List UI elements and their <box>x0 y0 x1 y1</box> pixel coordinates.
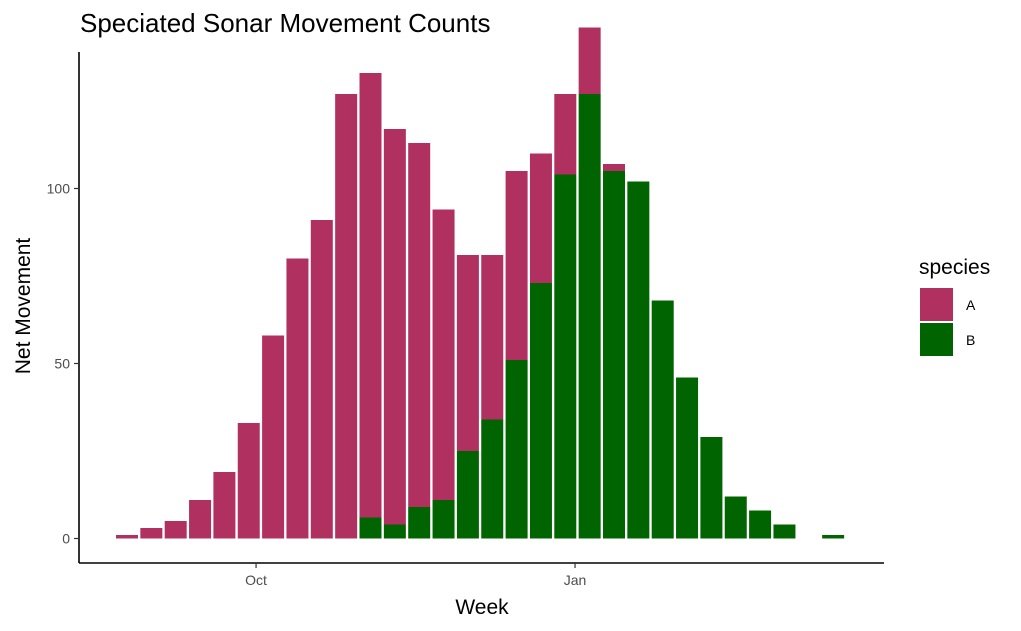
x-ticks-group: Oct Jan <box>245 563 586 588</box>
bar-segment-a <box>189 500 212 539</box>
bar-segment-a <box>213 472 236 539</box>
legend-title: species <box>919 256 990 279</box>
bar-segment-b <box>700 437 723 539</box>
legend-swatch-a <box>920 288 953 321</box>
bar-segment-a <box>140 528 163 539</box>
bar-segment-b <box>749 510 772 539</box>
y-ticks-group: 0 50 100 <box>47 181 79 547</box>
bar-segment-a <box>164 521 187 539</box>
bar-segment-b <box>822 535 845 539</box>
bar-segment-a <box>383 129 406 525</box>
bar-segment-a <box>578 27 601 94</box>
bar-segment-b <box>676 377 699 539</box>
bar-segment-a <box>359 73 382 518</box>
chart-title: Speciated Sonar Movement Counts <box>80 8 490 38</box>
bar-segment-a <box>262 335 285 539</box>
y-tick-label: 100 <box>47 181 71 197</box>
legend-label-b: B <box>966 332 975 348</box>
bar-segment-b <box>724 496 747 539</box>
x-tick-label: Oct <box>245 572 267 588</box>
bar-segment-a <box>603 164 625 171</box>
bar-segment-a <box>432 209 455 500</box>
y-tick-label: 0 <box>62 531 70 547</box>
bar-segment-b <box>603 171 625 539</box>
bar-segment-a <box>286 258 309 539</box>
x-axis-title: Week <box>455 596 509 619</box>
y-axis-title: Net Movement <box>12 238 35 375</box>
bar-segment-b <box>651 300 674 539</box>
bar-segment-b <box>481 419 504 539</box>
bar-segment-b <box>456 451 479 539</box>
bar-segment-a <box>505 171 528 360</box>
bar-segment-a <box>554 94 577 175</box>
bar-segment-a <box>529 153 552 283</box>
bar-segment-a <box>481 255 504 420</box>
bar-segment-b <box>529 283 552 539</box>
bar-segment-b <box>554 174 577 539</box>
bar-segment-b <box>578 94 601 539</box>
legend: species A B <box>919 256 990 356</box>
bar-segment-a <box>237 423 260 539</box>
y-tick-label: 50 <box>54 356 70 372</box>
bar-segment-b <box>627 181 650 539</box>
bars-group <box>116 27 845 539</box>
bar-segment-a <box>408 143 431 507</box>
bar-segment-b <box>383 524 406 539</box>
legend-swatch-b <box>920 323 953 356</box>
bar-segment-b <box>773 524 796 539</box>
x-tick-label: Jan <box>564 572 587 588</box>
bar-segment-b <box>408 507 431 539</box>
bar-segment-a <box>310 220 333 539</box>
bar-segment-a <box>456 255 479 451</box>
bar-segment-b <box>505 360 528 539</box>
bar-segment-a <box>335 94 358 539</box>
bar-segment-b <box>359 517 382 539</box>
bar-segment-a <box>116 535 138 539</box>
legend-label-a: A <box>966 297 976 313</box>
bar-segment-b <box>432 500 455 539</box>
